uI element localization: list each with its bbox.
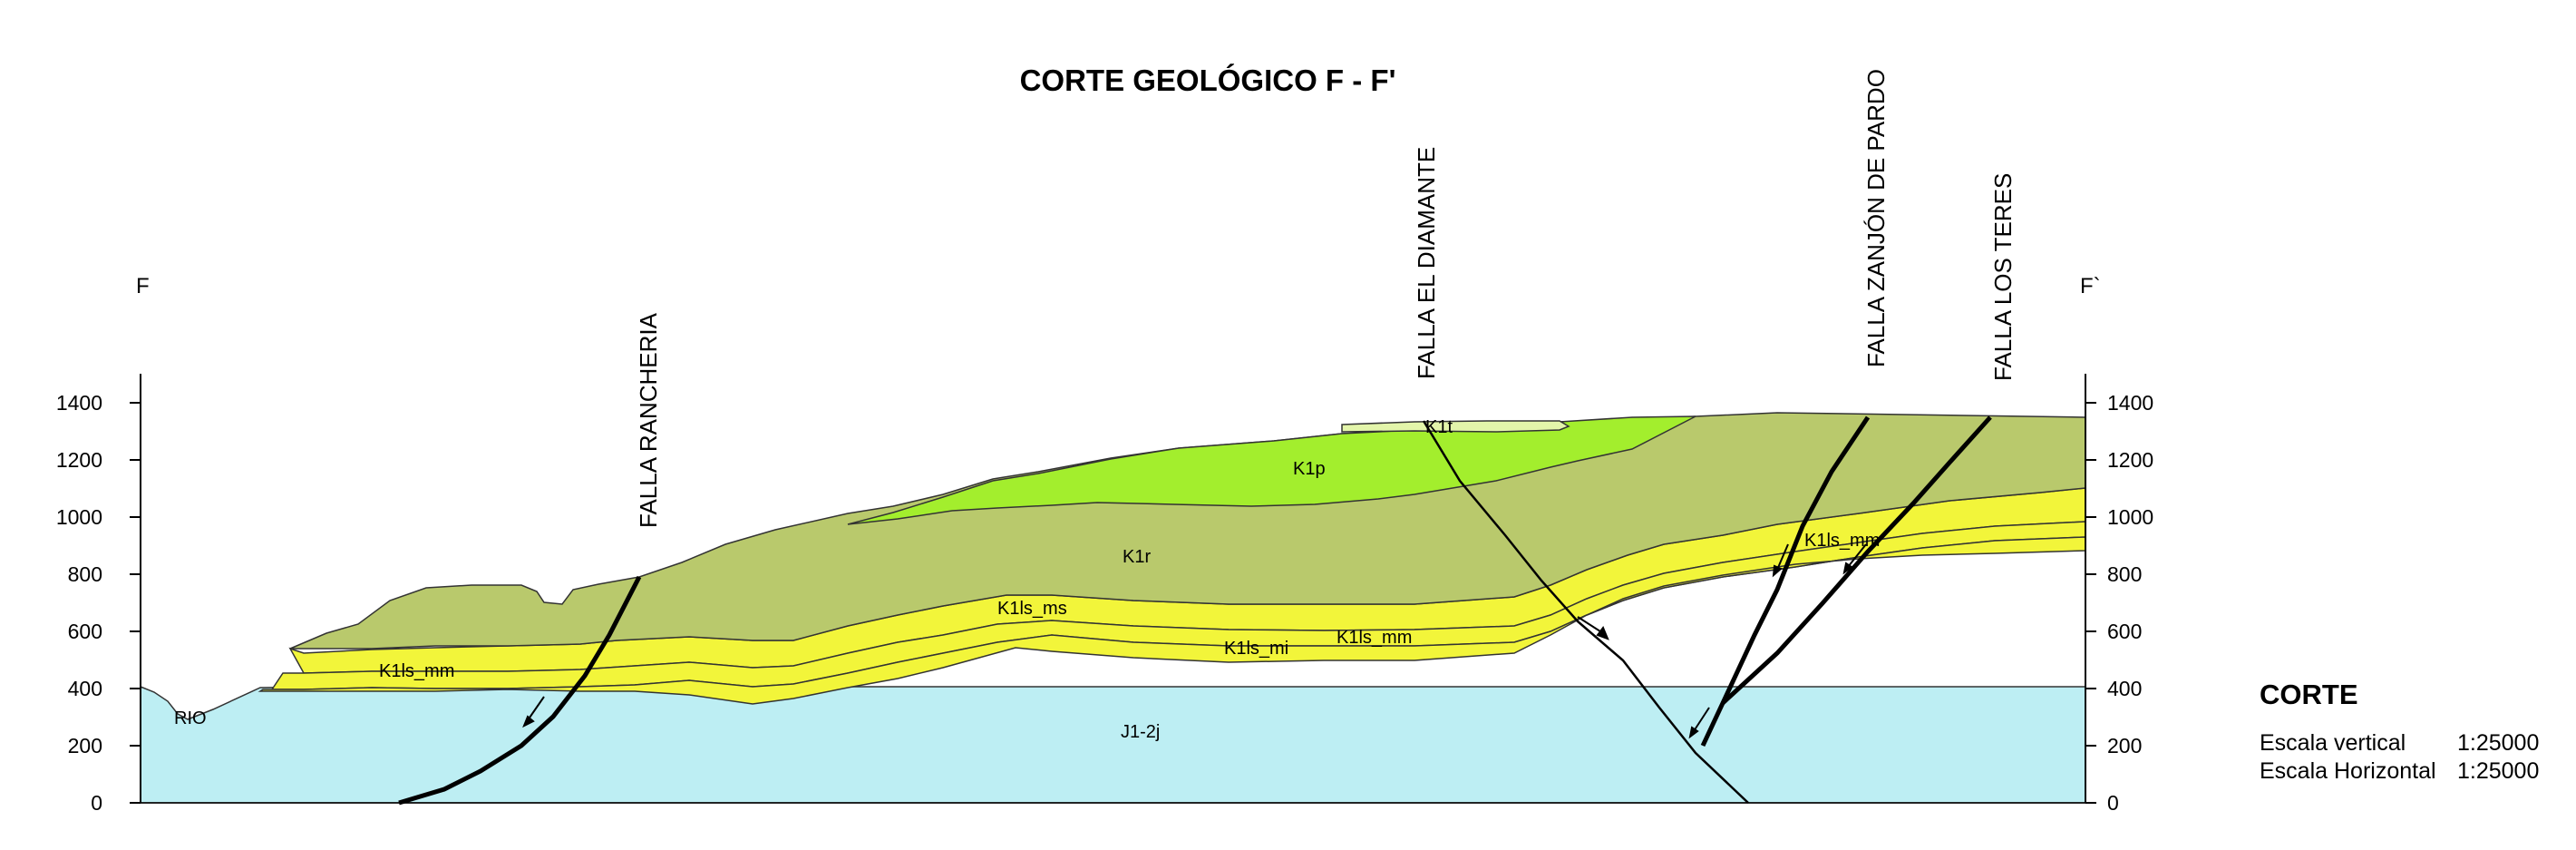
right-axis-tick-label: 1200: [2107, 448, 2153, 472]
arrow-zanjon-upper: [1776, 543, 1789, 571]
unit-label-k1ls-mm-mid: K1ls_mm: [1337, 628, 1412, 648]
legend-value-horizontal: 1:25000: [2457, 758, 2540, 784]
right-axis-tick-label: 600: [2107, 620, 2142, 643]
fault-label-el-diamante: FALLA EL DIAMANTE: [1413, 147, 1440, 379]
right-axis-tick-label: 1400: [2107, 391, 2153, 415]
endpoint-right-label: F`: [2080, 274, 2101, 298]
left-axis-tick-label: 1000: [56, 505, 102, 529]
legend-row-vertical: Escala vertical 1:25000: [2260, 730, 2539, 757]
right-axis-tick-label: 200: [2107, 734, 2142, 757]
left-axis-tick-label: 1400: [56, 391, 102, 415]
arrow-zanjon-head: [1688, 726, 1699, 739]
arrow-rancheria: [527, 696, 545, 721]
river-label: RIO: [174, 708, 207, 728]
unit-k1t-polygon: [1341, 420, 1570, 433]
endpoint-left-label: F: [136, 274, 150, 298]
fault-label-zanjon-de-pardo: FALLA ZANJÓN DE PARDO: [1862, 69, 1890, 367]
right-axis-tick-label: 800: [2107, 562, 2142, 586]
arrow-diamante-head: [1596, 626, 1609, 640]
right-axis: 0 200 400 600 800 1000 1200 1400: [2085, 374, 2153, 815]
section-title: CORTE GEOLÓGICO F - F': [1020, 64, 1396, 97]
fault-el-diamante-line: [1422, 420, 1749, 804]
arrow-teres-upper-head: [1842, 562, 1853, 575]
left-axis-tick-label: 0: [91, 791, 102, 815]
unit-label-k1ls-mm-left: K1ls_mm: [379, 661, 454, 681]
unit-label-j12j: J1-2j: [1121, 722, 1160, 742]
legend-label-vertical: Escala vertical: [2260, 730, 2406, 756]
fault-rancheria-line: [398, 575, 642, 806]
right-axis-tick-label: 1000: [2107, 505, 2153, 529]
unit-label-k1ls-mi: K1ls_mi: [1224, 639, 1288, 659]
fault-los-teres-line: [1721, 415, 1992, 705]
legend-row-horizontal: Escala Horizontal 1:25000: [2260, 758, 2539, 785]
fault-label-rancheria: FALLA RANCHERIA: [635, 312, 662, 528]
arrow-rancheria-head: [522, 715, 535, 728]
legend-title: CORTE: [2260, 679, 2358, 710]
arrow-zanjon: [1693, 707, 1710, 732]
unit-label-k1t: K1t: [1425, 417, 1453, 437]
legend-value-vertical: 1:25000: [2457, 730, 2540, 756]
unit-k1p-polygon: [847, 415, 1696, 525]
left-axis-tick-label: 600: [68, 620, 102, 643]
arrow-teres-upper: [1847, 543, 1867, 568]
fault-lines: [398, 415, 1992, 806]
right-axis-tick-label: 0: [2107, 791, 2119, 815]
unit-label-k1r: K1r: [1123, 547, 1151, 567]
unit-j12j-polygon: [140, 685, 2086, 804]
left-axis: 0 200 400 600 800 1000 1200 1400: [56, 374, 141, 815]
left-axis-tick-label: 1200: [56, 448, 102, 472]
unit-label-k1ls-mm-right: K1ls_mm: [1804, 531, 1880, 551]
fault-label-los-teres: FALLA LOS TERES: [1989, 173, 2017, 381]
left-axis-tick-label: 200: [68, 734, 102, 757]
legend-label-horizontal: Escala Horizontal: [2260, 758, 2436, 784]
arrow-zanjon-upper-head: [1772, 564, 1783, 578]
left-axis-tick-label: 800: [68, 562, 102, 586]
fault-arrows: [522, 543, 1867, 739]
right-axis-tick-label: 400: [2107, 677, 2142, 700]
unit-label-k1ls-ms: K1ls_ms: [997, 599, 1067, 619]
left-axis-tick-label: 400: [68, 677, 102, 700]
arrow-diamante: [1577, 616, 1604, 634]
unit-label-k1p: K1p: [1293, 459, 1326, 479]
